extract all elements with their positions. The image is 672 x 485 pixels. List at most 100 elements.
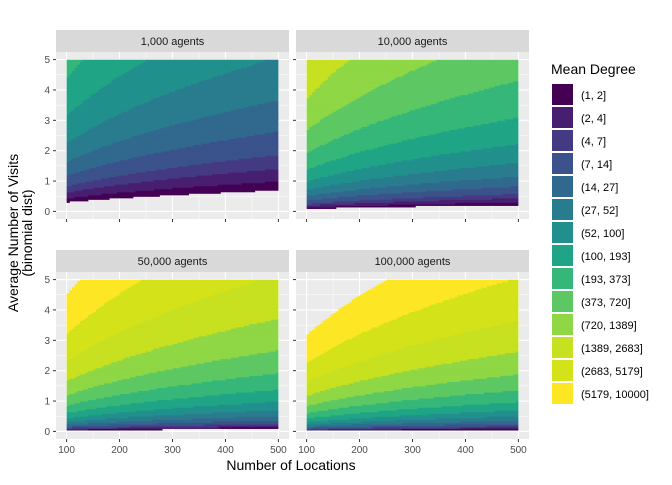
contour-cell: [322, 322, 384, 325]
contour-cell: [122, 73, 224, 76]
contour-cell: [103, 338, 189, 341]
contour-cell: [98, 123, 176, 126]
contour-cell: [74, 156, 134, 159]
contour-cell: [151, 349, 277, 352]
contour-cell: [71, 425, 131, 428]
contour-cell: [188, 364, 279, 367]
contour-cell: [212, 379, 279, 382]
contour-cell: [66, 366, 102, 369]
contour-cell: [399, 316, 519, 319]
contour-cell: [396, 114, 519, 117]
contour-cell: [335, 68, 416, 71]
contour-cell: [74, 402, 131, 405]
contour-cell: [306, 423, 353, 426]
legend-key: [552, 360, 573, 381]
contour-cell: [338, 398, 419, 401]
contour-cell: [151, 317, 279, 320]
contour-cell: [351, 300, 443, 303]
contour-cell: [196, 82, 279, 85]
contour-cell: [348, 405, 443, 408]
contour-cell: [233, 287, 279, 290]
contour-cell: [188, 396, 279, 399]
contour-cell: [383, 352, 506, 355]
contour-cell: [327, 317, 398, 320]
contour-cell: [483, 416, 519, 419]
contour-cell: [433, 170, 519, 173]
contour-cell: [314, 357, 371, 360]
contour-cell: [206, 296, 279, 299]
contour-cell: [306, 414, 332, 417]
contour-cell: [499, 83, 519, 86]
contour-cell: [409, 311, 519, 314]
contour-cell: [103, 120, 189, 123]
contour-cell: [306, 118, 321, 121]
contour-cell: [90, 94, 163, 97]
contour-cell: [132, 284, 245, 287]
contour-cell: [116, 114, 213, 117]
contour-cell: [66, 114, 118, 117]
contour-cell: [412, 158, 519, 161]
contour-cell: [138, 390, 256, 393]
contour-cell: [135, 410, 248, 413]
y-tick-label: 5: [44, 275, 50, 286]
contour-cell: [177, 147, 279, 150]
contour-cell: [372, 391, 485, 395]
contour-cell: [306, 203, 321, 206]
contour-cell: [193, 405, 279, 408]
contour-cell: [322, 80, 390, 83]
contour-cell: [446, 168, 519, 172]
contour-cell: [306, 347, 332, 351]
contour-cell: [322, 185, 387, 188]
contour-cell: [378, 410, 496, 413]
contour-cell: [138, 133, 256, 137]
contour-cell: [367, 124, 474, 127]
contour-cell: [319, 375, 382, 378]
contour-cell: [77, 135, 134, 138]
contour-cell: [306, 366, 345, 369]
contour-cell: [306, 417, 350, 420]
contour-cell: [130, 376, 237, 379]
contour-cell: [124, 357, 232, 360]
contour-cell: [66, 137, 76, 140]
contour-cell: [135, 105, 250, 108]
contour-cell: [101, 146, 187, 149]
contour-cell: [66, 65, 78, 68]
contour-cell: [330, 140, 403, 143]
contour-cell: [66, 294, 118, 297]
contour-cell: [391, 319, 519, 322]
contour-cell: [425, 190, 519, 193]
contour-cell: [306, 402, 318, 405]
contour-cell: [327, 372, 395, 375]
axes: Number of Locations Average Number of Vi…: [5, 154, 356, 473]
contour-cell: [391, 79, 519, 82]
contour-cell: [69, 111, 123, 114]
contour-cell: [306, 344, 337, 347]
contour-cell: [420, 65, 519, 68]
contour-cell: [452, 334, 519, 337]
contour-cell: [66, 178, 102, 181]
contour-cell: [66, 293, 121, 296]
contour-cell: [317, 121, 377, 124]
contour-cell: [66, 419, 86, 422]
contour-cell: [306, 334, 358, 337]
contour-cell: [306, 92, 313, 96]
contour-cell: [348, 59, 437, 62]
contour-cell: [146, 170, 248, 173]
contour-cell: [306, 102, 350, 105]
contour-cell: [306, 99, 355, 102]
contour-cell: [351, 423, 445, 426]
contour-cell: [111, 394, 205, 398]
contour-cell: [66, 61, 81, 64]
contour-cell: [69, 393, 121, 396]
contour-cell: [82, 350, 147, 354]
contour-cell: [257, 103, 279, 106]
contour-cell: [306, 165, 316, 168]
contour-cell: [169, 309, 279, 313]
contour-cell: [351, 130, 443, 134]
contour-cell: [246, 410, 279, 413]
contour-cell: [230, 357, 279, 360]
contour-cell: [306, 358, 313, 361]
contour-cell: [130, 425, 219, 428]
contour-cell: [66, 416, 76, 419]
contour-cell: [132, 325, 245, 328]
